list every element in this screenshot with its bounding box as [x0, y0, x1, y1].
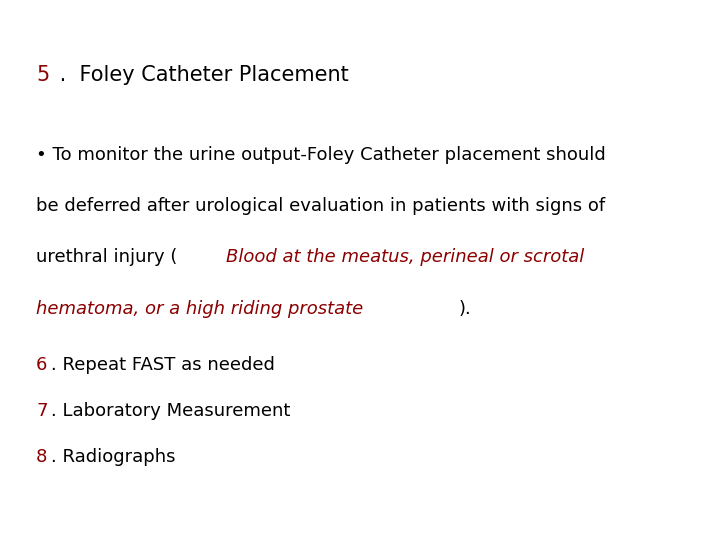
Text: be deferred after urological evaluation in patients with signs of: be deferred after urological evaluation …: [36, 197, 605, 215]
Text: 6: 6: [36, 356, 48, 374]
Text: 5: 5: [36, 65, 49, 85]
Text: 7: 7: [36, 402, 48, 420]
Text: . Radiographs: . Radiographs: [50, 448, 175, 466]
Text: . Repeat FAST as needed: . Repeat FAST as needed: [50, 356, 274, 374]
Text: ).: ).: [458, 300, 471, 318]
Text: • To monitor the urine output-Foley Catheter placement should: • To monitor the urine output-Foley Cath…: [36, 146, 606, 164]
Text: .  Foley Catheter Placement: . Foley Catheter Placement: [53, 65, 349, 85]
Text: . Laboratory Measurement: . Laboratory Measurement: [51, 402, 290, 420]
Text: urethral injury (: urethral injury (: [36, 248, 183, 266]
Text: 8: 8: [36, 448, 48, 466]
Text: Blood at the meatus, perineal or scrotal: Blood at the meatus, perineal or scrotal: [226, 248, 584, 266]
Text: hematoma, or a high riding prostate: hematoma, or a high riding prostate: [36, 300, 364, 318]
